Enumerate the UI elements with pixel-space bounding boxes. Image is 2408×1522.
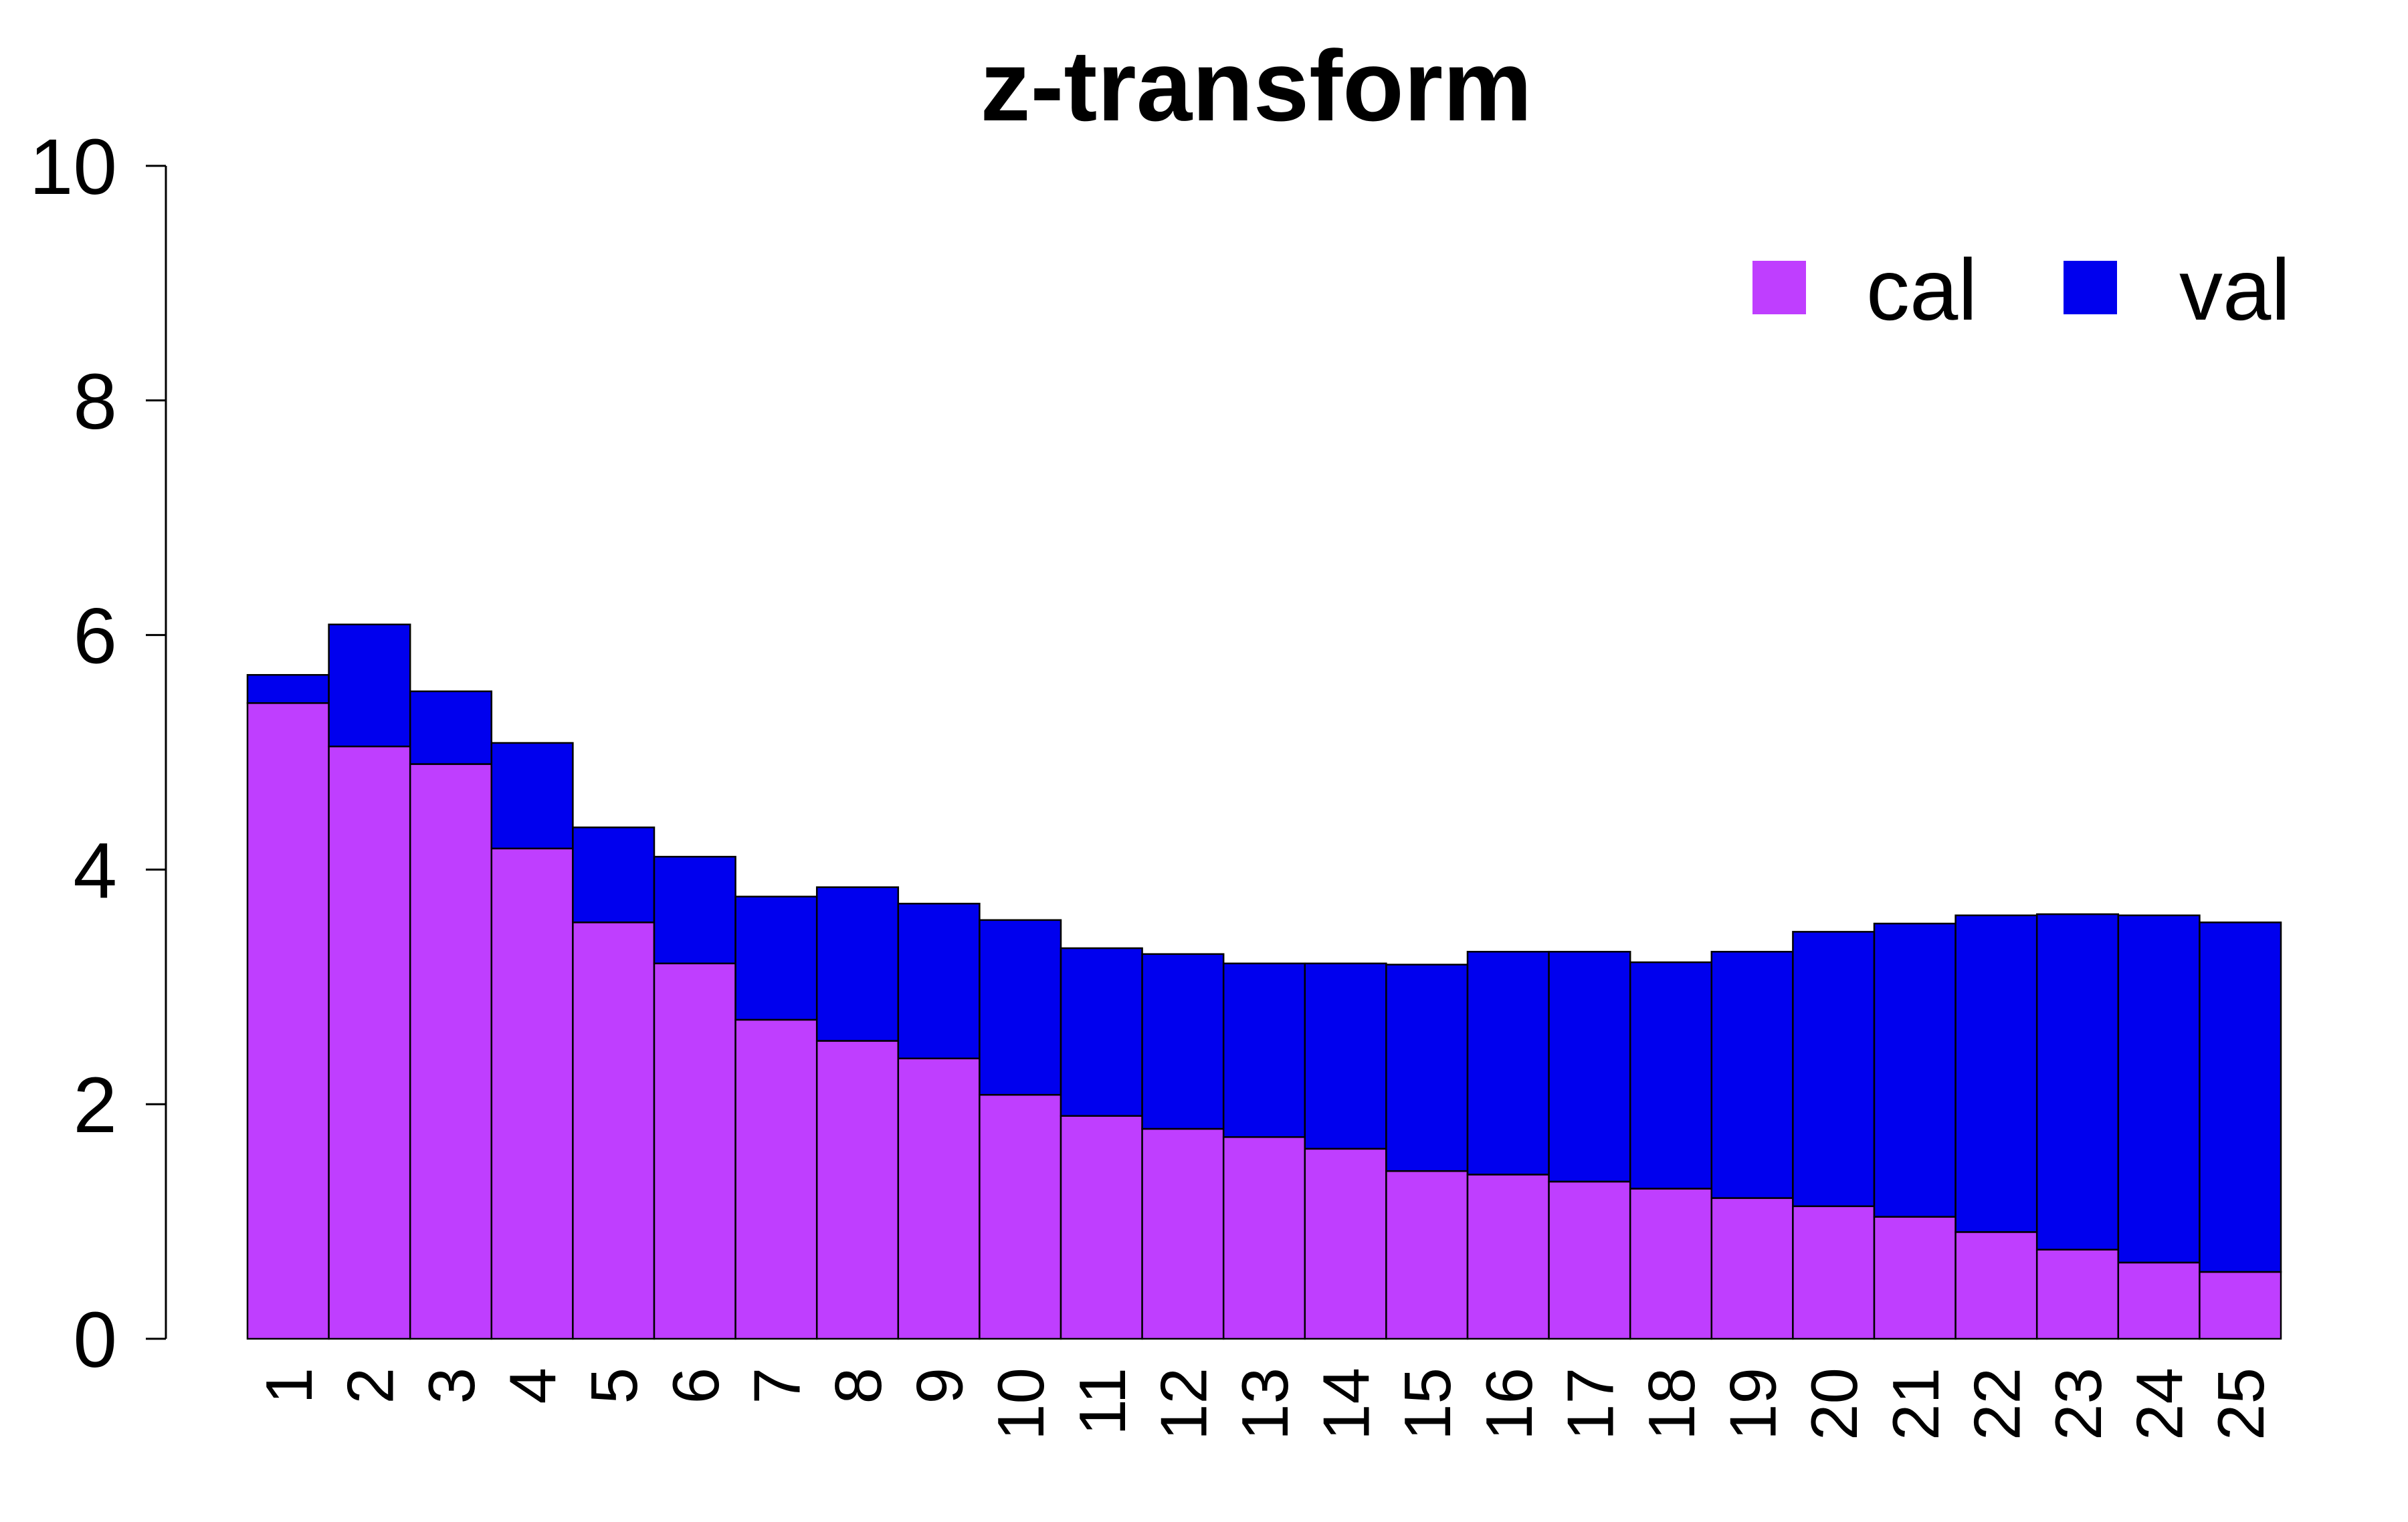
bar-val-2	[328, 623, 411, 748]
bar-val-14	[1304, 962, 1387, 1150]
x-tick-label: 6	[659, 1368, 732, 1404]
x-tick-label: 17	[1553, 1368, 1627, 1440]
x-tick-label: 19	[1716, 1368, 1790, 1440]
x-tick-label: 21	[1879, 1368, 1952, 1440]
bar-cal-18	[1629, 1188, 1713, 1340]
y-tick-label: 0	[73, 1296, 117, 1384]
bar-cal-24	[2117, 1261, 2201, 1340]
bar-cal-13	[1222, 1136, 1306, 1340]
bar-val-4	[490, 742, 574, 850]
bar-cal-19	[1710, 1197, 1794, 1340]
bar-val-9	[897, 903, 981, 1060]
bar-cal-25	[2199, 1271, 2282, 1340]
bar-val-21	[1873, 922, 1956, 1218]
x-tick-label: 13	[1228, 1368, 1302, 1440]
bar-val-1	[246, 673, 330, 704]
x-tick-label: 3	[415, 1368, 488, 1404]
bar-val-12	[1141, 953, 1225, 1130]
y-axis: 0 2 4 6 8 10	[29, 123, 167, 1384]
x-tick-label: 9	[903, 1368, 977, 1404]
legend-swatch-val	[2064, 261, 2117, 314]
legend: cal val	[1752, 241, 2290, 338]
bar-val-17	[1548, 950, 1631, 1183]
bar-cal-11	[1060, 1115, 1143, 1340]
legend-swatch-cal	[1752, 261, 1806, 314]
x-tick-label: 18	[1635, 1368, 1708, 1440]
bar-val-6	[653, 855, 736, 964]
bar-val-13	[1222, 962, 1306, 1138]
x-tick-label: 16	[1472, 1368, 1546, 1440]
bar-cal-16	[1466, 1174, 1550, 1340]
legend-label-val: val	[2179, 241, 2290, 338]
bar-cal-5	[572, 921, 656, 1340]
x-tick-label: 24	[2123, 1368, 2197, 1440]
x-tick-label: 7	[740, 1368, 813, 1404]
bar-cal-1	[246, 702, 330, 1340]
bar-cal-12	[1141, 1127, 1225, 1340]
bar-cal-7	[734, 1018, 818, 1340]
bar-cal-17	[1548, 1180, 1631, 1340]
x-tick-label: 12	[1146, 1368, 1220, 1440]
bar-val-25	[2199, 921, 2282, 1273]
bar-val-11	[1060, 947, 1143, 1117]
bar-cal-2	[328, 745, 411, 1340]
y-tick-label: 4	[73, 827, 117, 915]
x-tick-label: 5	[577, 1368, 651, 1404]
bar-cal-9	[897, 1057, 981, 1340]
bar-val-3	[409, 690, 493, 765]
bar-cal-15	[1385, 1170, 1469, 1340]
x-tick-label: 15	[1391, 1368, 1464, 1440]
bar-cal-23	[2035, 1248, 2120, 1340]
x-tick-label: 22	[1960, 1368, 2033, 1440]
bar-cal-14	[1304, 1148, 1387, 1340]
bar-cal-22	[1954, 1231, 2038, 1340]
bar-val-19	[1710, 950, 1794, 1199]
bar-val-23	[2035, 913, 2120, 1251]
bar-val-22	[1954, 914, 2038, 1233]
bar-val-10	[979, 919, 1062, 1096]
bar-cal-21	[1873, 1216, 1956, 1340]
x-tick-label: 8	[821, 1368, 895, 1404]
x-tick-label: 20	[1797, 1368, 1871, 1440]
bar-cal-4	[490, 847, 574, 1340]
y-tick-label: 6	[73, 592, 117, 681]
y-tick-label: 8	[73, 358, 117, 446]
bar-val-8	[815, 886, 900, 1042]
bar-val-7	[734, 895, 818, 1021]
bar-val-20	[1792, 931, 1876, 1208]
bar-cal-10	[979, 1093, 1062, 1340]
x-tick-label: 23	[2041, 1368, 2115, 1440]
bars-group	[246, 623, 2282, 1340]
chart-title: z-transform	[980, 29, 1532, 142]
x-axis: 1 2 3 4 5 6 7 8 9 10 11 12 13 14 15 16 17 18 19 20 21 22 23 24 2…	[252, 1368, 2278, 1440]
legend-label-cal: cal	[1866, 241, 1977, 338]
bar-val-18	[1629, 961, 1713, 1190]
x-tick-label: 11	[1066, 1368, 1139, 1436]
x-tick-label: 10	[984, 1368, 1058, 1440]
bar-cal-3	[409, 763, 493, 1340]
y-tick-label: 2	[73, 1061, 117, 1150]
bar-val-24	[2117, 914, 2201, 1264]
bar-val-16	[1466, 950, 1550, 1176]
x-tick-label: 4	[496, 1368, 570, 1404]
x-tick-label: 14	[1310, 1368, 1383, 1440]
bar-cal-8	[815, 1040, 900, 1340]
bar-val-15	[1385, 964, 1469, 1172]
bar-cal-6	[653, 962, 736, 1340]
x-tick-label: 25	[2204, 1368, 2278, 1440]
x-tick-label: 1	[252, 1368, 326, 1404]
x-tick-label: 2	[333, 1368, 407, 1404]
y-tick-label: 10	[29, 123, 117, 211]
bar-cal-20	[1792, 1205, 1876, 1340]
bar-val-5	[572, 827, 656, 923]
